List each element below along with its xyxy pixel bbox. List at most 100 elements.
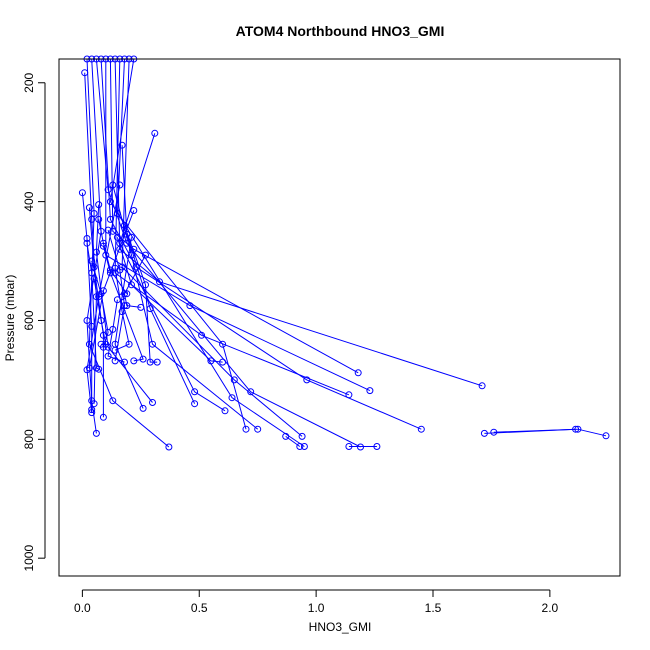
y-tick-label: 400 (22, 191, 36, 211)
data-point (118, 308, 126, 316)
data-point (116, 181, 124, 189)
data-point (191, 388, 199, 396)
data-point (81, 69, 89, 77)
data-point (88, 269, 96, 277)
data-point (230, 376, 238, 384)
data-point (85, 364, 93, 372)
data-point (106, 215, 114, 223)
data-point (106, 266, 114, 274)
data-point (137, 303, 145, 311)
data-point (121, 358, 128, 366)
data-point (83, 239, 91, 247)
data-point (90, 210, 98, 217)
data-point (354, 369, 362, 377)
data-point (298, 432, 306, 440)
data-point (247, 388, 255, 396)
data-point (130, 245, 138, 253)
profile-line (121, 59, 303, 437)
data-point (99, 413, 107, 421)
data-point (99, 331, 107, 339)
profile-line (116, 237, 223, 363)
data-point (602, 432, 610, 440)
data-point (574, 425, 582, 433)
data-point (186, 302, 194, 310)
profile-line (88, 210, 135, 369)
profile-line (123, 254, 146, 308)
y-axis: 200 400 600 800 1000 (22, 72, 46, 572)
profile-line (95, 59, 361, 448)
data-point (165, 443, 173, 451)
data-point (490, 428, 498, 436)
data-point (111, 264, 119, 272)
data-point (132, 263, 140, 271)
data-point (111, 357, 119, 365)
data-point (146, 305, 154, 313)
plot-frame (58, 58, 621, 577)
data-point (106, 269, 114, 277)
data-point (219, 340, 227, 348)
data-point (149, 399, 156, 406)
data-point (417, 425, 425, 433)
data-point (303, 376, 311, 384)
profile-line (86, 184, 121, 413)
data-point (102, 251, 110, 259)
data-point (128, 233, 135, 241)
y-axis-label: Pressure (mbar) (3, 275, 17, 362)
data-point (90, 263, 98, 271)
profile-line (112, 184, 259, 430)
data-point (90, 275, 98, 283)
data-point (121, 221, 128, 229)
data-point (142, 281, 149, 289)
x-tick-label: 1.5 (425, 601, 442, 615)
x-tick-label: 1.0 (308, 601, 325, 615)
data-point (366, 387, 374, 395)
x-axis: 0.0 0.5 1.0 1.5 2.0 (74, 589, 559, 615)
data-point (109, 325, 117, 333)
profile-line (86, 59, 170, 448)
data-point (118, 141, 126, 149)
chart-title: ATOM4 Northbound HNO3_GMI (236, 23, 445, 39)
profile-line (114, 59, 483, 387)
data-point (88, 215, 96, 223)
data-point (99, 242, 107, 250)
data-point (116, 239, 124, 247)
profile-line (86, 59, 102, 434)
data-point (92, 429, 100, 437)
data-point (109, 397, 117, 405)
profile-line (105, 59, 371, 392)
data-points (78, 55, 610, 451)
data-point (123, 290, 131, 298)
y-tick-label: 600 (22, 310, 36, 330)
data-point (142, 251, 149, 259)
data-point (139, 355, 147, 363)
data-point (95, 215, 103, 223)
data-point (207, 357, 215, 365)
data-point (128, 251, 135, 259)
data-point (83, 317, 91, 324)
data-point (102, 340, 110, 348)
data-point (130, 357, 138, 365)
data-point (109, 181, 117, 189)
data-point (113, 233, 121, 241)
data-point (300, 443, 308, 450)
data-point (478, 382, 486, 390)
x-axis-label: HNO3_GMI (309, 620, 372, 634)
profile-line (107, 299, 125, 363)
data-point (106, 198, 114, 206)
data-point (123, 239, 131, 247)
profile-line (114, 237, 144, 409)
profile-line (84, 72, 97, 404)
y-tick-label: 800 (22, 429, 36, 449)
data-point (373, 443, 381, 450)
data-point (130, 207, 138, 214)
data-point (242, 425, 250, 433)
data-point (282, 432, 290, 440)
profile-line (98, 219, 128, 294)
profile-line (119, 133, 226, 412)
data-point (109, 227, 117, 235)
profile-line (484, 428, 576, 434)
data-point (97, 340, 105, 348)
data-point (572, 425, 580, 433)
y-tick-label: 1000 (22, 545, 36, 572)
